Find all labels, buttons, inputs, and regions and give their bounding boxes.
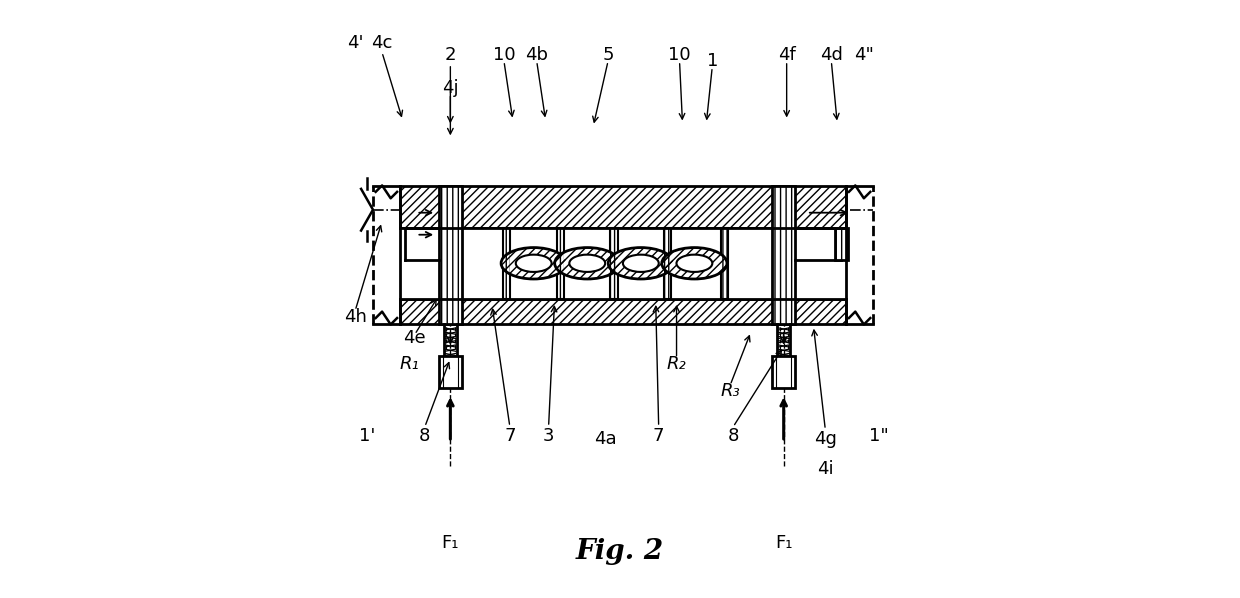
Text: 4d: 4d	[820, 46, 843, 64]
Bar	[665, 228, 671, 299]
Text: 4": 4"	[854, 46, 874, 64]
Ellipse shape	[677, 255, 712, 272]
Bar	[439, 186, 461, 324]
Bar	[835, 228, 848, 260]
Text: R₁: R₁	[401, 355, 420, 374]
Bar	[773, 186, 795, 324]
Text: R₃: R₃	[720, 382, 740, 400]
Bar	[439, 186, 461, 324]
Text: 3: 3	[543, 427, 554, 445]
Text: 1: 1	[707, 52, 718, 70]
Bar	[399, 299, 846, 324]
Ellipse shape	[554, 248, 620, 279]
Bar	[720, 228, 728, 299]
Text: R₂: R₂	[667, 355, 687, 374]
Bar	[773, 356, 795, 388]
Text: 5: 5	[603, 46, 614, 64]
Text: 4g: 4g	[813, 430, 837, 448]
Bar	[399, 299, 846, 324]
Bar	[503, 228, 511, 299]
Bar	[399, 228, 846, 299]
Bar	[503, 228, 511, 299]
Text: 7: 7	[505, 427, 516, 445]
Text: 4a: 4a	[594, 430, 616, 448]
Text: 10: 10	[668, 46, 691, 64]
Bar	[773, 186, 795, 324]
Text: 4f: 4f	[777, 46, 796, 64]
Ellipse shape	[609, 248, 673, 279]
Bar	[439, 356, 461, 388]
Text: 1": 1"	[869, 427, 889, 445]
Ellipse shape	[501, 248, 567, 279]
Bar	[720, 228, 728, 299]
Text: 4h: 4h	[343, 308, 367, 326]
Ellipse shape	[622, 255, 658, 272]
Bar	[557, 228, 564, 299]
Text: Fig. 2: Fig. 2	[575, 538, 665, 566]
Bar	[557, 228, 564, 299]
Text: 10: 10	[492, 46, 516, 64]
Text: 4i: 4i	[817, 460, 833, 478]
Text: 4j: 4j	[441, 79, 459, 97]
Ellipse shape	[569, 255, 605, 272]
Text: 8: 8	[419, 427, 430, 445]
Text: F₁: F₁	[775, 534, 792, 552]
Bar	[610, 228, 618, 299]
Text: 4b: 4b	[526, 46, 548, 64]
Text: 7: 7	[653, 427, 665, 445]
Text: 4e: 4e	[403, 329, 427, 347]
Text: 2: 2	[445, 46, 456, 64]
Text: 1': 1'	[358, 427, 376, 445]
Bar	[665, 228, 671, 299]
Text: F₁: F₁	[441, 534, 459, 552]
Bar	[610, 228, 618, 299]
Ellipse shape	[662, 248, 727, 279]
Text: 4c: 4c	[371, 34, 393, 52]
Text: 4': 4'	[347, 34, 363, 52]
Bar	[399, 186, 846, 228]
Bar	[835, 228, 848, 260]
Bar	[399, 186, 846, 228]
Text: 8: 8	[728, 427, 739, 445]
Ellipse shape	[516, 255, 552, 272]
